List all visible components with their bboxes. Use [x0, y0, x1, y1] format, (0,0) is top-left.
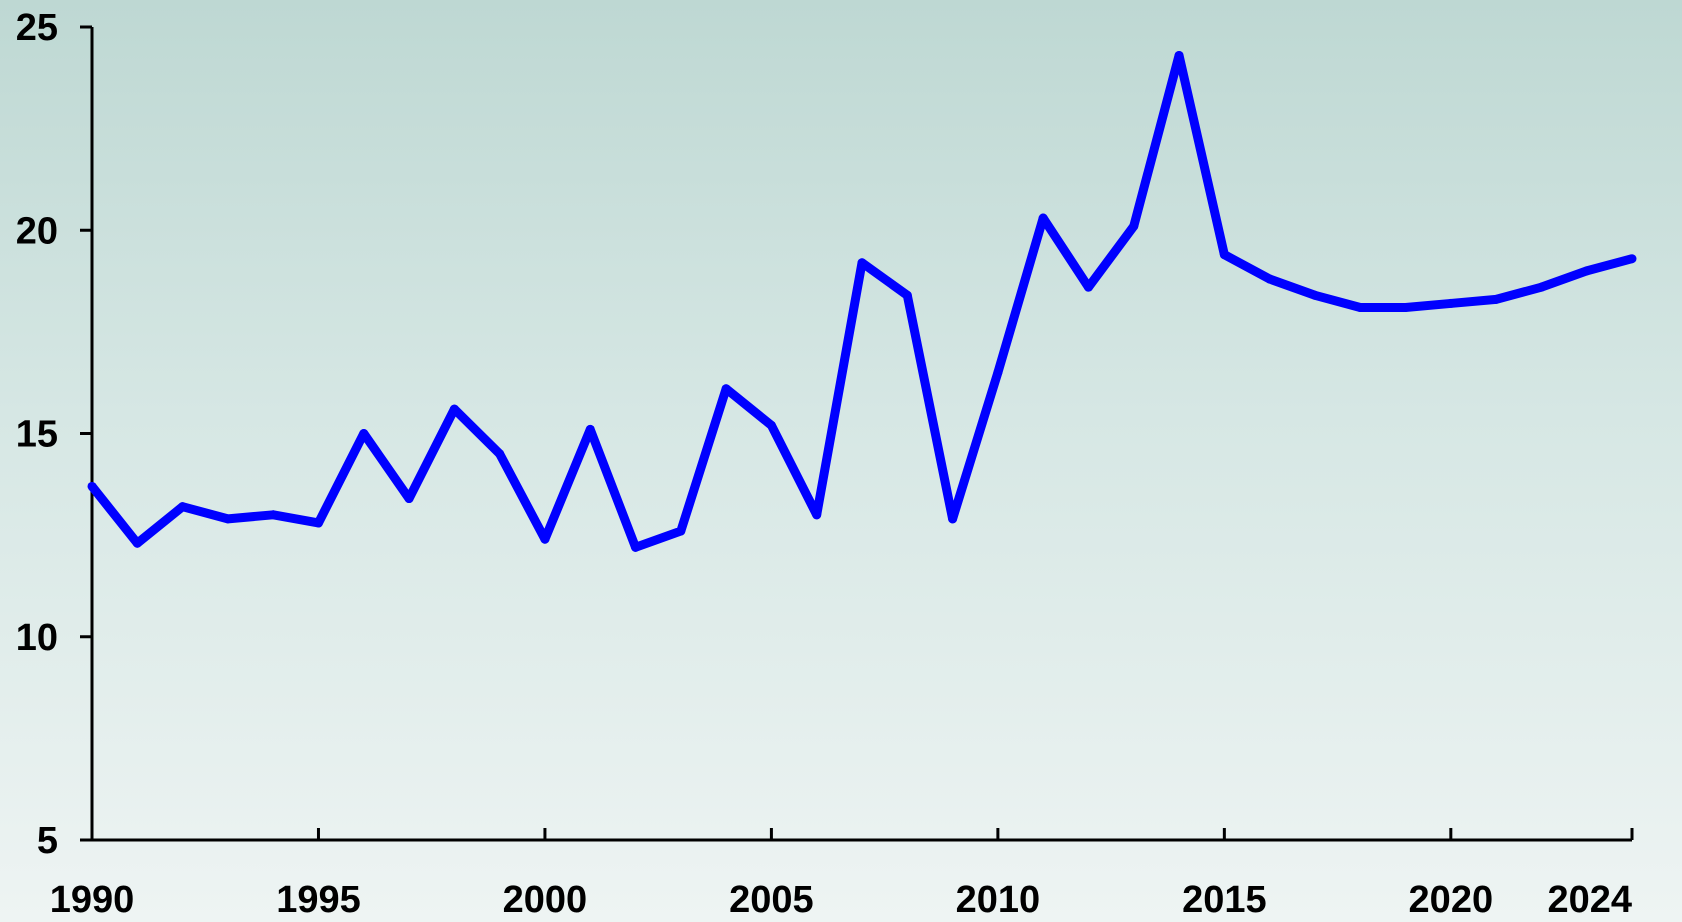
data-point [449, 404, 459, 414]
y-tick-label: 15 [16, 414, 58, 456]
x-tick-label: 2005 [729, 879, 814, 921]
y-tick-label: 10 [16, 617, 58, 659]
chart-axes [90, 27, 1632, 842]
data-point [857, 258, 867, 268]
data-point [812, 510, 822, 520]
data-point [1627, 254, 1637, 264]
x-tick-label: 1990 [50, 879, 135, 921]
data-point [1401, 302, 1411, 312]
data-point [268, 510, 278, 520]
x-tick-label: 2010 [956, 879, 1041, 921]
data-point [1219, 250, 1229, 260]
data-point [721, 384, 731, 394]
data-point [1038, 213, 1048, 223]
data-point [1083, 282, 1093, 292]
data-point [1265, 274, 1275, 284]
data-point [495, 449, 505, 459]
data-point [1129, 221, 1139, 231]
data-point [1174, 50, 1184, 60]
data-point [585, 424, 595, 434]
data-point [178, 502, 188, 512]
data-point [948, 514, 958, 524]
data-point [1446, 298, 1456, 308]
data-point [631, 542, 641, 552]
data-point [902, 290, 912, 300]
data-point [359, 429, 369, 438]
y-tick-label: 20 [16, 210, 58, 252]
x-tick-label: 2000 [503, 879, 588, 921]
data-point [1310, 290, 1320, 300]
series-line [88, 50, 1634, 552]
data-point [87, 481, 97, 491]
data-point [1536, 282, 1546, 292]
x-tick-label: 1995 [276, 879, 361, 921]
data-point [1491, 294, 1501, 304]
data-point [1355, 302, 1365, 312]
x-tick-label: 2024 [1547, 879, 1632, 921]
data-point [676, 526, 686, 536]
y-tick-label: 25 [16, 7, 58, 49]
x-ticks: 1990 1995 2000 2005 2010 2015 2020 2024 [50, 828, 1634, 921]
data-point [132, 538, 142, 548]
data-point [540, 534, 550, 544]
y-tick-label: 5 [37, 820, 58, 862]
x-tick-label: 2015 [1182, 879, 1267, 921]
data-point [404, 494, 414, 504]
data-point [993, 368, 1003, 378]
y-ticks: 5 10 15 20 25 [16, 7, 92, 862]
x-tick-label: 2020 [1409, 879, 1494, 921]
series-layer [87, 50, 1637, 552]
data-point [223, 514, 233, 524]
data-point [313, 518, 323, 528]
data-point [766, 420, 776, 430]
data-point [1582, 266, 1592, 276]
